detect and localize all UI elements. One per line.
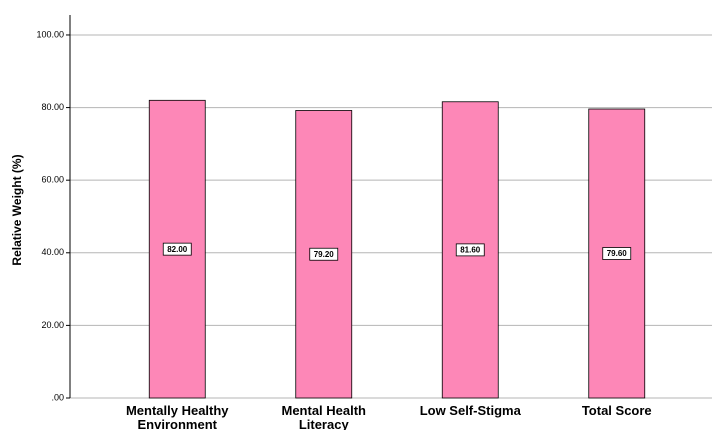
value-label: 81.60 (460, 245, 481, 254)
y-tick-label: .00 (51, 392, 64, 402)
value-label-box (309, 247, 339, 261)
value-label-box (602, 247, 632, 260)
value-label-box (455, 243, 485, 257)
value-label: 79.60 (607, 249, 628, 258)
y-axis-label: Relative Weight (%) (10, 154, 24, 265)
y-tick-label: 40.00 (41, 247, 64, 257)
y-tick-label: 80.00 (41, 102, 64, 112)
x-tick-label: Total Score (581, 403, 652, 418)
y-tick-label: 20.00 (41, 320, 64, 330)
x-tick-label: Low Self-Stigma (419, 403, 521, 418)
y-tick-label: 60.00 (41, 175, 64, 185)
x-tick-label: Mental Health Literacy (281, 403, 366, 430)
x-tick-label: Mentally Healthy Environment (125, 403, 229, 430)
value-label: 82.00 (167, 245, 188, 254)
value-label: 79.20 (314, 250, 335, 259)
value-label-box (162, 242, 192, 256)
y-tick-label: 100.00 (36, 29, 64, 39)
